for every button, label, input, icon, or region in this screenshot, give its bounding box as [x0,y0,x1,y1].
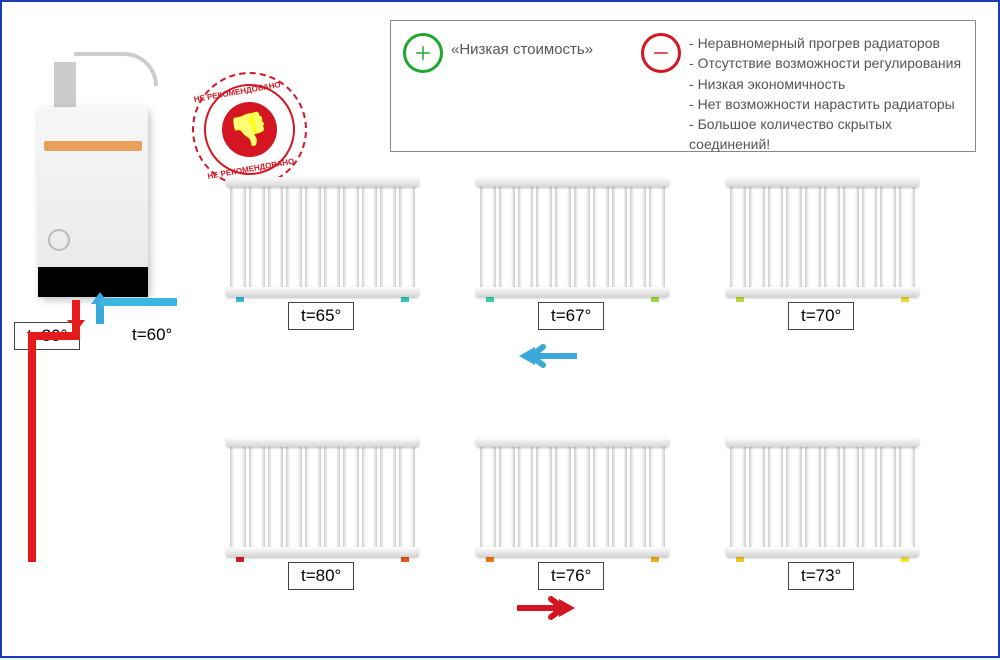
radiator-temp-label: t=76° [538,562,604,590]
radiator [480,182,665,292]
radiator [730,182,915,292]
return-temp-label: t=60° [120,322,184,348]
radiator [480,442,665,552]
return-arrow-tip [91,292,109,304]
supply-temp-label: t=80° [14,322,80,350]
con-item: Низкая экономичность [689,74,975,94]
legend-box: «Низкая стоимость» Неравномерный прогрев… [390,20,976,152]
supply-flow-arrow [517,596,577,625]
return-flow-arrow [517,344,577,373]
boiler-exhaust [54,62,76,107]
con-item: Большое количество скрытых соединений! [689,114,975,155]
boiler [38,107,148,297]
radiator-temp-label: t=65° [288,302,354,330]
radiator [730,442,915,552]
radiator [230,182,415,292]
con-item: Нет возможности нарастить радиаторы [689,94,975,114]
minus-icon [641,33,681,73]
boiler-flex-pipe [74,52,158,86]
pro-text: «Низкая стоимость» [451,41,593,58]
supply-arrow-down [72,300,80,322]
radiator-temp-label: t=70° [788,302,854,330]
diagram-stage: «Низкая стоимость» Неравномерный прогрев… [0,0,1000,658]
cons-list: Неравномерный прогрев радиаторовОтсутств… [689,33,975,155]
con-item: Отсутствие возможности регулирования [689,53,975,73]
radiator-temp-label: t=67° [538,302,604,330]
radiator-temp-label: t=80° [288,562,354,590]
con-item: Неравномерный прогрев радиаторов [689,33,975,53]
radiator-temp-label: t=73° [788,562,854,590]
plus-icon [403,33,443,73]
return-arrow-up [96,302,104,324]
boiler-dial [48,229,70,251]
radiator [230,442,415,552]
